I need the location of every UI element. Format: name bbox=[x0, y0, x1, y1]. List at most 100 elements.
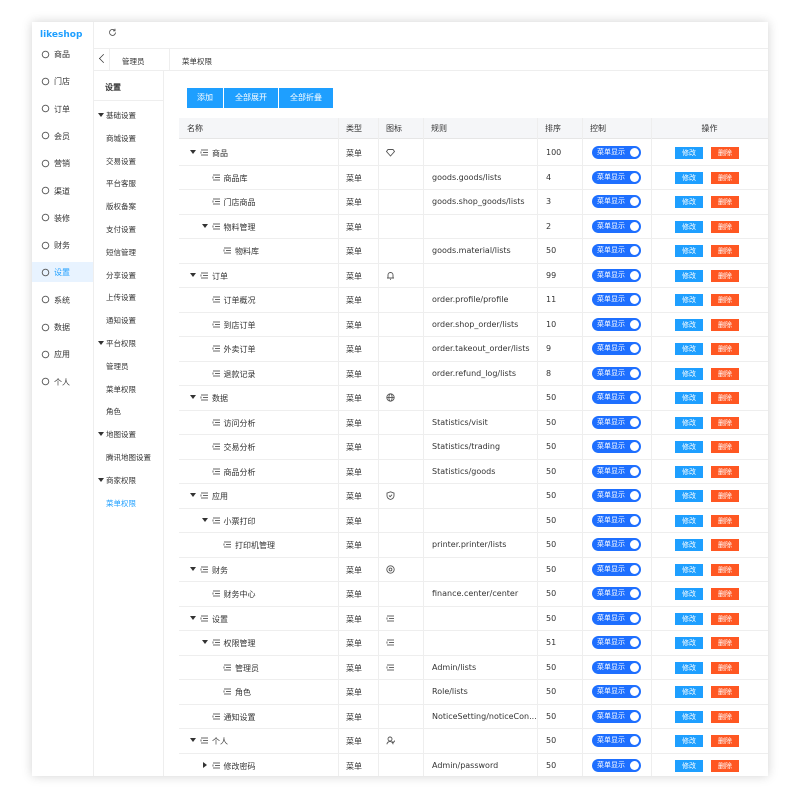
delete-button[interactable]: 删除 bbox=[711, 196, 739, 208]
expand-arrow[interactable] bbox=[201, 640, 208, 644]
show-switch[interactable]: 菜单显示 bbox=[592, 195, 641, 208]
button[interactable]: 添加 bbox=[187, 88, 223, 108]
submenu-item[interactable]: 腾讯地图设置 bbox=[106, 453, 151, 462]
expand-arrow[interactable] bbox=[190, 615, 196, 620]
show-switch[interactable]: 菜单显示 bbox=[592, 170, 641, 184]
nav-item[interactable]: 营销 bbox=[32, 153, 93, 173]
delete-button[interactable]: 删除 bbox=[711, 735, 739, 747]
show-switch[interactable]: 菜单显示 bbox=[592, 146, 641, 159]
show-switch[interactable]: 菜单显示 bbox=[592, 440, 641, 453]
delete-button[interactable]: 删除 bbox=[711, 171, 739, 184]
expand-arrow[interactable] bbox=[190, 150, 196, 154]
show-switch[interactable]: 菜单显示 bbox=[592, 219, 641, 233]
edit-button[interactable]: 修改 bbox=[675, 367, 703, 380]
delete-button[interactable]: 删除 bbox=[711, 563, 739, 576]
delete-button[interactable]: 删除 bbox=[711, 490, 739, 502]
edit-button[interactable]: 修改 bbox=[675, 245, 703, 257]
expand-arrow[interactable] bbox=[190, 395, 196, 399]
expand-arrow[interactable] bbox=[201, 223, 208, 228]
delete-button[interactable]: 删除 bbox=[711, 661, 739, 674]
edit-button[interactable]: 修改 bbox=[675, 563, 703, 576]
show-switch[interactable]: 菜单显示 bbox=[592, 268, 641, 282]
show-switch[interactable]: 菜单显示 bbox=[592, 415, 641, 429]
show-switch[interactable]: 菜单显示 bbox=[592, 513, 641, 527]
nav-item[interactable]: 设置 bbox=[32, 262, 93, 283]
show-switch[interactable]: 菜单显示 bbox=[592, 636, 641, 649]
submenu-item[interactable]: 管理员 bbox=[106, 361, 129, 371]
show-switch[interactable]: 菜单显示 bbox=[592, 709, 641, 723]
delete-button[interactable]: 删除 bbox=[711, 269, 739, 282]
nav-item[interactable]: 个人 bbox=[32, 372, 93, 392]
submenu-item[interactable]: 地图设置 bbox=[106, 430, 136, 440]
expand-arrow[interactable] bbox=[190, 272, 196, 277]
nav-item[interactable]: 渠道 bbox=[32, 181, 93, 201]
submenu-item[interactable]: 菜单权限 bbox=[106, 498, 136, 508]
show-switch[interactable]: 菜单显示 bbox=[592, 611, 641, 625]
show-switch[interactable]: 菜单显示 bbox=[592, 317, 641, 331]
tab[interactable] bbox=[169, 48, 229, 70]
edit-button[interactable]: 修改 bbox=[675, 686, 703, 698]
edit-button[interactable]: 修改 bbox=[675, 416, 703, 429]
show-switch[interactable]: 菜单显示 bbox=[592, 562, 641, 576]
expand-arrow[interactable] bbox=[190, 738, 196, 742]
edit-button[interactable]: 修改 bbox=[675, 441, 703, 453]
nav-item[interactable]: 装修 bbox=[32, 208, 93, 228]
expand-arrow[interactable] bbox=[190, 566, 196, 571]
show-switch[interactable]: 菜单显示 bbox=[592, 293, 641, 306]
submenu-item[interactable]: 短信管理 bbox=[106, 247, 136, 257]
submenu-item[interactable]: 菜单权限 bbox=[106, 384, 136, 394]
show-switch[interactable]: 菜单显示 bbox=[592, 342, 641, 355]
edit-button[interactable]: 修改 bbox=[675, 710, 703, 723]
delete-button[interactable]: 删除 bbox=[711, 759, 739, 772]
nav-item[interactable]: 商品 bbox=[32, 44, 93, 64]
nav-item[interactable]: 系统 bbox=[32, 290, 93, 310]
delete-button[interactable]: 删除 bbox=[711, 539, 739, 551]
show-switch[interactable]: 菜单显示 bbox=[592, 758, 641, 772]
delete-button[interactable]: 删除 bbox=[711, 367, 739, 380]
edit-button[interactable]: 修改 bbox=[675, 490, 703, 502]
nav-item[interactable]: 财务 bbox=[32, 235, 93, 255]
delete-button[interactable]: 删除 bbox=[711, 392, 739, 404]
submenu-item[interactable]: 基础设置 bbox=[106, 111, 136, 120]
edit-button[interactable]: 修改 bbox=[675, 612, 703, 625]
edit-button[interactable]: 修改 bbox=[675, 318, 703, 331]
edit-button[interactable]: 修改 bbox=[675, 735, 703, 747]
submenu-item[interactable]: 交易设置 bbox=[106, 156, 136, 166]
delete-button[interactable]: 删除 bbox=[711, 588, 739, 600]
edit-button[interactable]: 修改 bbox=[675, 220, 703, 233]
show-switch[interactable]: 菜单显示 bbox=[592, 464, 641, 478]
submenu-item[interactable]: 上传设置 bbox=[106, 293, 136, 303]
delete-button[interactable]: 删除 bbox=[711, 147, 739, 159]
delete-button[interactable]: 删除 bbox=[711, 343, 739, 355]
expand-arrow[interactable] bbox=[202, 761, 207, 768]
delete-button[interactable]: 删除 bbox=[711, 514, 739, 527]
delete-button[interactable]: 删除 bbox=[711, 294, 739, 306]
delete-button[interactable]: 删除 bbox=[711, 318, 739, 331]
submenu-item[interactable]: 支付设置 bbox=[106, 225, 136, 234]
button[interactable]: 全部折叠 bbox=[279, 88, 333, 108]
nav-item[interactable]: 数据 bbox=[32, 317, 93, 337]
show-switch[interactable]: 菜单显示 bbox=[592, 587, 641, 600]
delete-button[interactable]: 删除 bbox=[711, 637, 739, 649]
submenu-item[interactable]: 角色 bbox=[106, 407, 121, 417]
delete-button[interactable]: 删除 bbox=[711, 245, 739, 257]
submenu-item[interactable]: 分享设置 bbox=[106, 270, 136, 280]
edit-button[interactable]: 修改 bbox=[675, 147, 703, 159]
nav-item[interactable]: 会员 bbox=[32, 126, 93, 146]
nav-item[interactable]: 应用 bbox=[32, 344, 93, 364]
delete-button[interactable]: 删除 bbox=[711, 612, 739, 625]
show-switch[interactable]: 菜单显示 bbox=[592, 391, 641, 404]
nav-item[interactable]: 订单 bbox=[32, 99, 93, 119]
edit-button[interactable]: 修改 bbox=[675, 343, 703, 355]
nav-item[interactable]: 门店 bbox=[32, 71, 93, 91]
edit-button[interactable]: 修改 bbox=[675, 465, 703, 478]
edit-button[interactable]: 修改 bbox=[675, 588, 703, 600]
show-switch[interactable]: 菜单显示 bbox=[592, 660, 641, 674]
show-switch[interactable]: 菜单显示 bbox=[592, 244, 641, 257]
delete-button[interactable]: 删除 bbox=[711, 465, 739, 478]
submenu-item[interactable]: 商城设置 bbox=[106, 133, 136, 143]
show-switch[interactable]: 菜单显示 bbox=[592, 366, 641, 380]
expand-arrow[interactable] bbox=[190, 493, 196, 497]
edit-button[interactable]: 修改 bbox=[675, 759, 703, 772]
submenu-item[interactable]: 平台客服 bbox=[106, 179, 136, 189]
